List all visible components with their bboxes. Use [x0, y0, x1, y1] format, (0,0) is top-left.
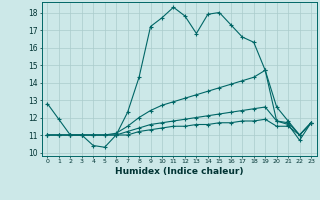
X-axis label: Humidex (Indice chaleur): Humidex (Indice chaleur) [115, 167, 244, 176]
